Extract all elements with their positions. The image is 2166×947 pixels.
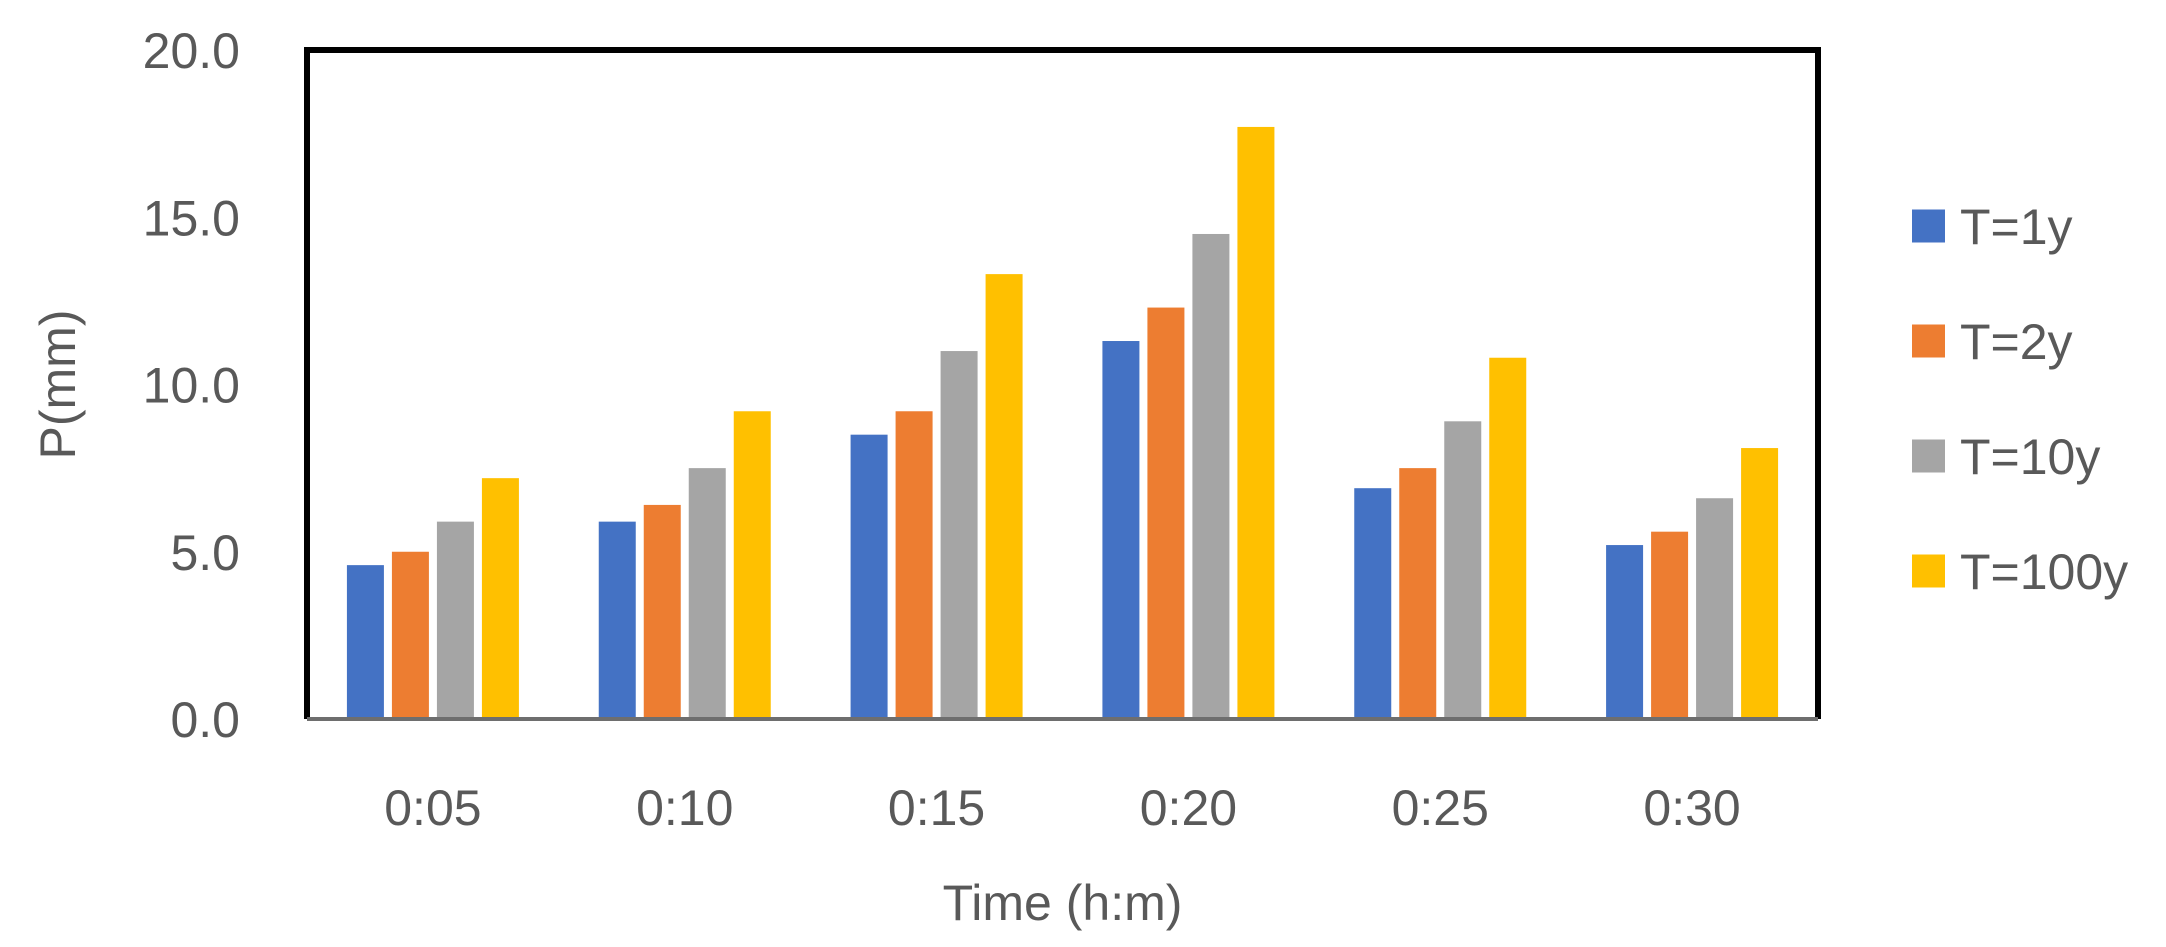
bar-t1y-030 — [1606, 545, 1644, 717]
bar-t1y-020 — [1102, 341, 1140, 717]
legend-item: T=10y — [1912, 429, 2100, 485]
plot-area — [304, 47, 1821, 721]
legend-swatch — [1912, 209, 1945, 243]
bar-t10y-010 — [688, 468, 726, 717]
legend-item: T=100y — [1912, 544, 2128, 600]
bar-t10y-030 — [1696, 498, 1734, 717]
bar-t2y-030 — [1651, 531, 1689, 717]
bar-t10y-020 — [1192, 233, 1230, 717]
legend-item: T=1y — [1912, 199, 2073, 255]
bar-t100y-015 — [985, 274, 1023, 717]
bar-t2y-025 — [1399, 468, 1437, 717]
bar-t2y-005 — [391, 551, 429, 717]
y-tick-label: 20.0 — [143, 23, 240, 79]
bar-t100y-030 — [1741, 448, 1779, 717]
y-tick-label: 5.0 — [170, 525, 240, 581]
x-tick-label: 0:20 — [1140, 780, 1237, 836]
x-tick-label: 0:15 — [888, 780, 985, 836]
x-axis-title: Time (h:m) — [943, 875, 1183, 931]
bar-t2y-010 — [643, 504, 681, 717]
bar-t100y-020 — [1237, 126, 1275, 717]
y-axis-ticks: 0.0 5.0 10.0 15.0 20.0 — [143, 23, 240, 748]
legend-swatch — [1912, 324, 1945, 358]
y-tick-label: 15.0 — [143, 190, 240, 246]
legend-label: T=1y — [1960, 199, 2073, 255]
bar-t2y-015 — [895, 411, 933, 717]
legend-label: T=100y — [1960, 544, 2128, 600]
legend-swatch — [1912, 554, 1945, 588]
legend: T=1y T=2y T=10y T=100y — [1912, 199, 2128, 600]
x-tick-label: 0:25 — [1392, 780, 1489, 836]
legend-label: T=2y — [1960, 314, 2073, 370]
x-tick-label: 0:10 — [636, 780, 733, 836]
x-tick-label: 0:30 — [1643, 780, 1740, 836]
bar-t1y-010 — [598, 521, 636, 717]
bar-t100y-010 — [733, 411, 771, 717]
x-tick-label: 0:05 — [384, 780, 481, 836]
legend-item: T=2y — [1912, 314, 2073, 370]
bar-t10y-005 — [436, 521, 474, 717]
x-axis-ticks: 0:05 0:10 0:15 0:20 0:25 0:30 — [384, 780, 1740, 836]
bar-t100y-025 — [1489, 357, 1527, 717]
legend-label: T=10y — [1960, 429, 2100, 485]
bar-t2y-020 — [1147, 307, 1185, 717]
bar-t10y-025 — [1444, 421, 1482, 717]
bar-t10y-015 — [940, 351, 978, 717]
bar-t1y-025 — [1354, 488, 1392, 717]
bars — [346, 126, 1779, 717]
y-tick-label: 10.0 — [143, 358, 240, 414]
bar-t100y-005 — [481, 478, 519, 717]
bar-t1y-015 — [850, 434, 888, 717]
y-tick-label: 0.0 — [170, 692, 240, 748]
bar-t1y-005 — [346, 565, 384, 717]
y-axis-title: P(mm) — [30, 310, 86, 460]
legend-swatch — [1912, 439, 1945, 473]
